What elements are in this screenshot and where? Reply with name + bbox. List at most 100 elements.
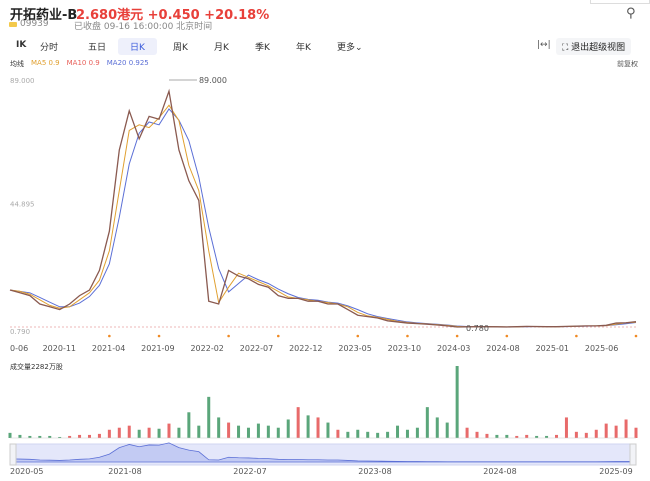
tab-monthly-k[interactable]: 月K	[214, 43, 229, 53]
volume-bar	[177, 427, 181, 438]
x-tick-label: 2022-07	[240, 344, 273, 353]
volume-bar	[465, 427, 469, 438]
volume-bar	[8, 432, 12, 438]
volume-bar	[137, 429, 141, 438]
event-marker	[227, 334, 230, 338]
navigator-left-handle[interactable]	[9, 443, 17, 466]
stock-name: 开拓药业-B	[10, 8, 78, 23]
market-status: 已收盘 09-16 16:00:00 北京时间	[74, 22, 213, 32]
ma-legend: 均线 MA5 0.9 MA10 0.9 MA20 0.925	[10, 59, 149, 69]
collapse-icon[interactable]: IK	[16, 40, 27, 50]
volume-bar	[624, 419, 628, 438]
volume-bar	[48, 435, 52, 438]
adjust-mode[interactable]: 前复权	[617, 60, 638, 68]
volume-bar	[167, 423, 171, 438]
x-tick-label: 0-06	[10, 344, 28, 353]
volume-bar	[286, 419, 290, 438]
x-tick-label: 2021-04	[92, 344, 125, 353]
volume-label: 成交量2282万股	[10, 363, 63, 371]
search-icon[interactable]: ⚲	[626, 6, 636, 21]
tab-intraday[interactable]: 分时	[40, 43, 59, 53]
volume-bar	[386, 431, 390, 438]
navigator-tick-label: 2020-05	[10, 467, 43, 476]
x-tick-label: 2025-01	[536, 344, 569, 353]
volume-bar	[306, 415, 310, 438]
x-tick-label: 2025-06	[585, 344, 618, 353]
volume-bar	[346, 431, 350, 438]
volume-bar	[445, 422, 449, 438]
volume-bar	[207, 396, 211, 438]
event-marker	[108, 334, 111, 338]
volume-bar	[157, 428, 161, 438]
navigator-tick-label: 2023-08	[358, 467, 391, 476]
volume-bar	[316, 417, 320, 438]
hk-market-icon	[9, 22, 17, 27]
volume-bar	[405, 429, 409, 438]
event-marker	[157, 334, 161, 338]
tab-yearly-k[interactable]: 年K	[296, 43, 311, 53]
event-marker	[575, 334, 578, 338]
volume-bar	[535, 435, 539, 438]
tab-daily-k[interactable]: 日K	[118, 38, 157, 55]
tab-quarterly-k[interactable]: 季K	[255, 43, 270, 53]
ma5-line	[9, 104, 637, 328]
exit-super-view-button[interactable]: ⛶ 退出超级视图	[556, 38, 632, 55]
ma20-value: MA20 0.925	[106, 59, 149, 67]
volume-bar	[425, 407, 429, 438]
volume-bar	[555, 434, 559, 438]
volume-bar	[187, 412, 191, 438]
x-tick-label: 2024-03	[437, 344, 470, 353]
event-marker	[356, 334, 360, 338]
ma10-value: MA10 0.9	[66, 59, 100, 67]
volume-bar	[525, 434, 529, 438]
x-tick-label: 2021-09	[141, 344, 174, 353]
volume-bar	[336, 429, 340, 438]
y-tick-label: 89.000	[10, 77, 35, 85]
volume-bar	[505, 434, 509, 438]
x-tick-label: 2022-02	[190, 344, 223, 353]
volume-bar	[217, 417, 221, 438]
volume-bar	[256, 423, 260, 438]
volume-bar	[87, 434, 91, 438]
volume-bar	[604, 423, 608, 438]
price-line	[9, 88, 637, 328]
volume-bar	[376, 432, 380, 438]
volume-bar	[584, 432, 588, 438]
ma20-line	[9, 108, 637, 328]
volume-bar	[107, 429, 111, 438]
fit-width-icon[interactable]: |↔|	[537, 40, 551, 50]
navigator-right-handle[interactable]	[629, 443, 637, 466]
min-price-label: 0.780	[466, 324, 489, 333]
volume-bar	[515, 435, 519, 438]
x-tick-label: 2020-11	[43, 344, 76, 353]
volume-bar	[415, 427, 419, 438]
volume-bar	[246, 427, 250, 438]
volume-bar	[495, 434, 499, 438]
price-change: 2.680港元 +0.450 +20.18%	[76, 8, 270, 23]
volume-bar	[147, 427, 151, 438]
y-tick-label: 0.790	[10, 328, 30, 336]
volume-bar	[78, 434, 82, 438]
volume-bar	[326, 422, 330, 438]
ma-label: 均线	[10, 60, 24, 68]
x-tick-label: 2024-08	[486, 344, 519, 353]
navigator-tick-label: 2024-08	[483, 467, 516, 476]
volume-bar	[455, 366, 459, 438]
tab-five-day[interactable]: 五日	[88, 43, 107, 53]
navigator-line	[9, 442, 637, 463]
event-marker	[406, 334, 409, 338]
x-tick-label: 2023-05	[338, 344, 371, 353]
volume-bar	[117, 427, 121, 438]
volume-bar	[485, 433, 489, 438]
volume-bar	[266, 425, 270, 438]
volume-bar	[614, 425, 618, 438]
event-marker	[455, 334, 459, 338]
volume-bar	[366, 431, 370, 438]
volume-bar	[127, 425, 131, 438]
event-marker	[505, 334, 509, 338]
volume-bar	[197, 425, 201, 438]
tab-weekly-k[interactable]: 周K	[173, 43, 188, 53]
more-dropdown[interactable]: 更多⌄	[337, 43, 363, 53]
volume-bar	[545, 435, 549, 438]
